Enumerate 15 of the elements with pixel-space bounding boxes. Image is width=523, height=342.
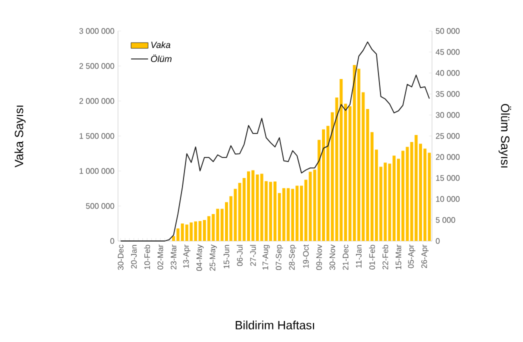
x-axis-title: Bildirim Haftası — [236, 320, 314, 330]
legend-label: Ölüm — [150, 54, 172, 62]
y-axis-title: Vaka Sayısı — [14, 106, 26, 168]
bar — [282, 188, 286, 241]
bar — [216, 208, 220, 241]
bar — [260, 174, 264, 241]
legend-label: Vaka — [151, 41, 170, 48]
bar — [190, 222, 193, 241]
bar — [308, 172, 312, 241]
bar — [357, 68, 360, 241]
bar — [185, 224, 188, 241]
y2-axis-title: Ölüm Sayısı — [498, 104, 512, 168]
bar — [286, 188, 290, 241]
bar — [384, 162, 387, 241]
bar — [428, 152, 431, 241]
